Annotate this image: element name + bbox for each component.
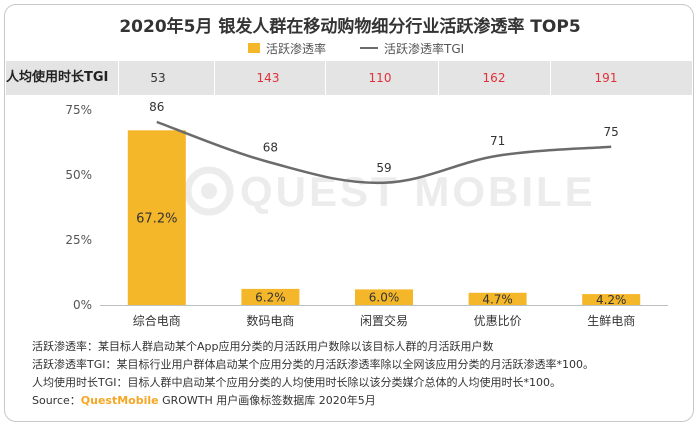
tgi-line-label: 59: [376, 161, 391, 175]
tgi-value: 143: [256, 71, 280, 85]
y-tick-label: 75%: [65, 103, 92, 117]
chart-title: 2020年5月 银发人群在移动购物细分行业活跃渗透率 TOP5: [119, 17, 581, 37]
tgi-separator: [214, 61, 215, 95]
tgi-line: [156, 120, 612, 185]
tgi-line-label: 68: [263, 141, 278, 155]
watermark-text: QUEST MOBILE: [240, 168, 596, 215]
bar: [355, 289, 413, 305]
x-category-label: 生鲜电商: [587, 313, 635, 328]
watermark: QUEST MOBILE: [184, 166, 596, 216]
chart-frame: [4, 4, 694, 422]
bar: [468, 292, 527, 305]
note-penetration-tgi: 活跃渗透率TGI：某目标行业用户群体启动某个应用分类的月活跃渗透率除以全网该应用…: [32, 358, 594, 371]
x-category-label: 综合电商: [133, 313, 181, 328]
bar-value-label: 4.2%: [596, 293, 627, 307]
tgi-line-label: 86: [149, 100, 164, 114]
tgi-value: 162: [482, 71, 506, 85]
legend-line-label: 活跃渗透率TGI: [384, 41, 465, 56]
footnotes: 活跃渗透率：某目标人群启动某个App应用分类的月活跃用户数除以该目标人群的月活跃…: [32, 338, 594, 410]
tgi-separator: [118, 61, 119, 95]
x-category-label: 数码电商: [246, 313, 294, 328]
source-brand: QuestMobile: [80, 394, 159, 407]
bar-value-label: 6.0%: [369, 291, 400, 305]
chart-legend: 活跃渗透率 活跃渗透率TGI: [248, 40, 464, 56]
tgi-row-band: [6, 61, 692, 95]
source-prefix: Source：: [32, 394, 81, 407]
y-tick-label: 0%: [73, 298, 92, 312]
x-category-label: 闲置交易: [360, 313, 408, 328]
legend-bar-swatch: [248, 43, 260, 53]
tgi-separator: [550, 61, 551, 95]
tgi-separator: [438, 61, 439, 95]
tgi-line-label: 71: [490, 134, 505, 148]
bar-value-label: 4.7%: [482, 292, 513, 306]
note-duration-tgi: 人均使用时长TGI：目标人群中启动某个应用分类的人均使用时长除以该分类媒介总体的…: [32, 376, 561, 389]
tgi-value: 191: [594, 71, 618, 85]
legend-bar-label: 活跃渗透率: [266, 41, 327, 56]
bar: [127, 130, 186, 305]
source-line: Source：QuestMobile GROWTH 用户画像标签数据库 2020…: [32, 392, 594, 410]
note-active-penetration: 活跃渗透率：某目标人群启动某个App应用分类的月活跃用户数除以该目标人群的月活跃…: [32, 340, 494, 353]
legend-line-swatch: [360, 47, 379, 49]
bar: [241, 288, 300, 305]
tgi-line-label: 75: [604, 125, 619, 139]
bar-value-label: 67.2%: [136, 212, 177, 227]
tgi-value: 53: [150, 71, 166, 85]
y-tick-label: 50%: [65, 168, 92, 182]
y-tick-label: 25%: [65, 233, 92, 247]
tgi-value: 110: [368, 71, 392, 85]
x-category-label: 优惠比价: [474, 314, 522, 328]
bar-value-label: 6.2%: [255, 290, 286, 304]
tgi-row-label: 人均使用时长TGI: [6, 70, 109, 85]
bar: [582, 294, 641, 305]
source-suffix: GROWTH 用户画像标签数据库 2020年5月: [158, 394, 376, 407]
tgi-separator: [325, 61, 326, 95]
